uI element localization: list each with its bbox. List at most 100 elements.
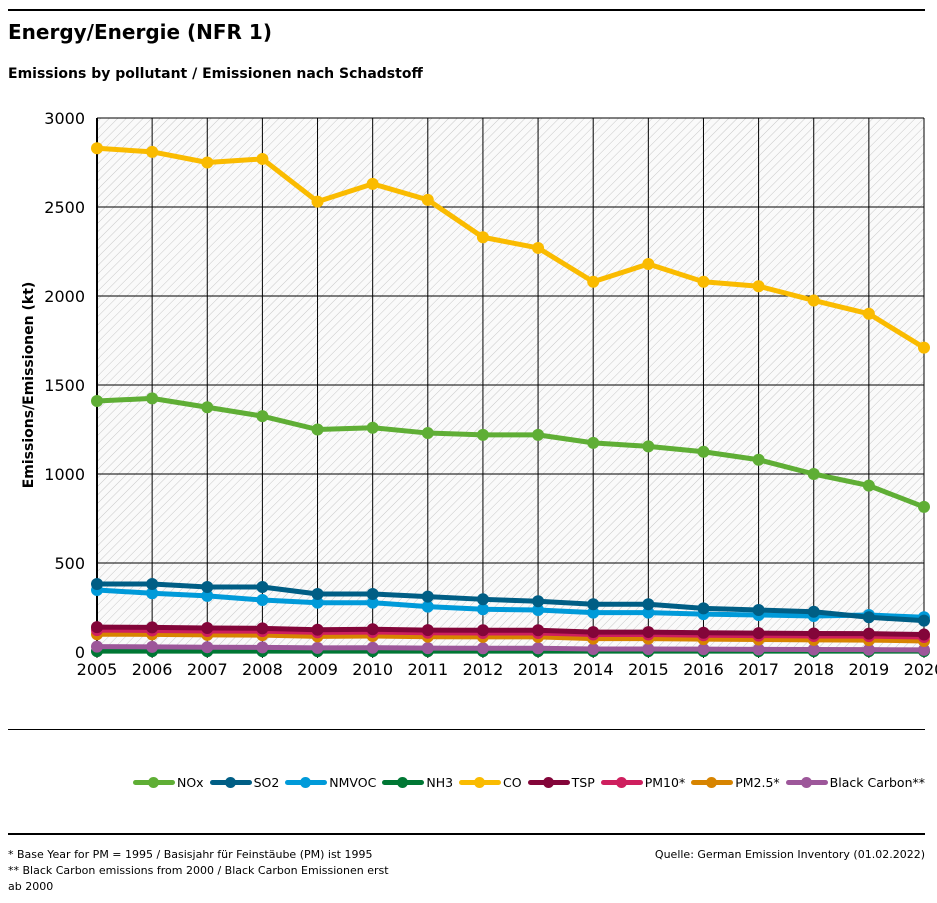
- data-point-SO2: [697, 602, 710, 615]
- legend: NOx SO2 NMVOC NH3 CO TSP PM10* PM2.5* Black Carb…: [132, 774, 925, 790]
- data-point-Black Carbon**: [201, 641, 214, 654]
- top-rule: [8, 9, 925, 11]
- series-line-SO2: [97, 581, 925, 624]
- footnote: ab 2000: [8, 880, 54, 893]
- data-point-CO: [918, 341, 930, 354]
- data-point-Black Carbon**: [532, 642, 545, 655]
- x-tick-label: 2011: [407, 660, 448, 679]
- series-line-CO: [96, 145, 926, 350]
- x-tick-label: 2014: [573, 660, 614, 679]
- y-axis-label: Emissions/Emissionen (kt): [21, 282, 37, 489]
- y-tick-label: 3000: [44, 109, 85, 128]
- legend-label: CO: [503, 774, 522, 790]
- legend-item: SO2: [209, 774, 279, 790]
- data-point-CO: [476, 231, 489, 244]
- data-point-TSP: [476, 624, 489, 637]
- data-point-CO: [311, 195, 324, 208]
- data-point-SO2: [311, 587, 324, 600]
- data-point-SO2: [146, 578, 159, 591]
- x-tick-label: 2008: [242, 660, 283, 679]
- data-point-Black Carbon**: [807, 643, 820, 656]
- legend-item: NMVOC: [285, 774, 376, 790]
- data-point-CO: [862, 307, 875, 320]
- data-point-NOx: [366, 421, 379, 434]
- data-point-SO2: [256, 581, 269, 594]
- data-point-TSP: [752, 627, 765, 640]
- data-point-CO: [752, 280, 765, 293]
- legend-swatch: [600, 774, 643, 790]
- data-point-NOx: [476, 428, 489, 441]
- legend-swatch: [691, 774, 734, 790]
- data-point-NOx: [697, 445, 710, 458]
- line-chart: 0 500 1000 1500 2000 2500 3000 2005 2006 2007 2008…: [21, 109, 937, 679]
- data-point-NOx: [532, 428, 545, 441]
- data-point-TSP: [697, 626, 710, 639]
- data-point-TSP: [91, 621, 103, 634]
- data-point-CO: [91, 142, 103, 155]
- data-point-CO: [146, 145, 159, 158]
- legend-item: Black Carbon**: [785, 774, 925, 790]
- x-tick-label: 2006: [132, 660, 173, 679]
- y-tick-label: 1000: [44, 465, 85, 484]
- data-point-Black Carbon**: [311, 641, 324, 654]
- legend-label: NH3: [426, 774, 454, 790]
- data-point-NMVOC: [366, 596, 379, 609]
- data-point-Black Carbon**: [91, 640, 103, 653]
- data-point-SO2: [201, 581, 214, 594]
- data-point-NOx: [918, 500, 930, 513]
- data-point-TSP: [918, 628, 930, 641]
- data-point-NOx: [752, 453, 765, 466]
- series-line-NOx: [96, 395, 925, 510]
- x-tick-label: 2019: [849, 660, 890, 679]
- legend-swatch: [132, 774, 175, 790]
- data-point-NOx: [587, 436, 600, 449]
- data-point-Black Carbon**: [366, 641, 379, 654]
- data-point-NOx: [807, 468, 820, 480]
- legend-label: NOx: [176, 774, 204, 790]
- data-point-NOx: [91, 395, 103, 408]
- data-point-SO2: [752, 603, 765, 616]
- footnotes: * Base Year for PM = 1995 / Basisjahr fü…: [8, 847, 389, 895]
- legend-swatch: [382, 774, 425, 790]
- data-point-NMVOC: [642, 606, 655, 619]
- data-point-NMVOC: [476, 603, 489, 616]
- legend-swatch: [459, 774, 502, 790]
- x-tick-label: 2018: [793, 660, 834, 679]
- data-point-NOx: [642, 440, 655, 453]
- footer-rule: [8, 833, 925, 835]
- data-point-CO: [532, 241, 545, 254]
- data-point-TSP: [146, 621, 159, 634]
- data-point-SO2: [642, 598, 655, 611]
- x-tick-label: 2013: [518, 660, 559, 679]
- data-point-CO: [807, 294, 820, 307]
- data-point-CO: [366, 177, 379, 190]
- data-point-TSP: [366, 623, 379, 636]
- data-point-NMVOC: [146, 587, 159, 600]
- series-line-NMVOC: [96, 587, 925, 620]
- data-point-SO2: [862, 611, 875, 624]
- chart-subtitle: Emissions by pollutant / Emissionen nach…: [8, 66, 423, 82]
- data-point-NOx: [146, 392, 159, 405]
- data-point-Black Carbon**: [146, 640, 159, 653]
- legend-label: NMVOC: [329, 774, 377, 790]
- legend-swatch: [285, 774, 328, 790]
- y-tick-label: 1500: [44, 376, 85, 395]
- legend-label: PM10*: [644, 774, 686, 790]
- data-point-CO: [642, 257, 655, 270]
- source: Quelle: German Emission Inventory (01.02…: [654, 848, 925, 861]
- legend-swatch: [209, 774, 252, 790]
- data-point-NMVOC: [256, 594, 269, 607]
- footnote: ** Black Carbon emissions from 2000 / Bl…: [8, 864, 389, 877]
- data-point-Black Carbon**: [918, 643, 930, 656]
- data-point-CO: [421, 193, 434, 206]
- series-line-Black Carbon**: [96, 644, 925, 653]
- y-tick-label: 500: [54, 554, 85, 573]
- data-point-TSP: [311, 623, 324, 636]
- legend-swatch: [785, 774, 828, 790]
- x-tick-label: 2020: [904, 660, 937, 679]
- x-tick-label: 2016: [683, 660, 724, 679]
- legend-item: PM2.5*: [691, 774, 780, 790]
- data-point-Black Carbon**: [476, 642, 489, 655]
- data-point-Black Carbon**: [697, 643, 710, 656]
- data-point-NOx: [862, 479, 875, 492]
